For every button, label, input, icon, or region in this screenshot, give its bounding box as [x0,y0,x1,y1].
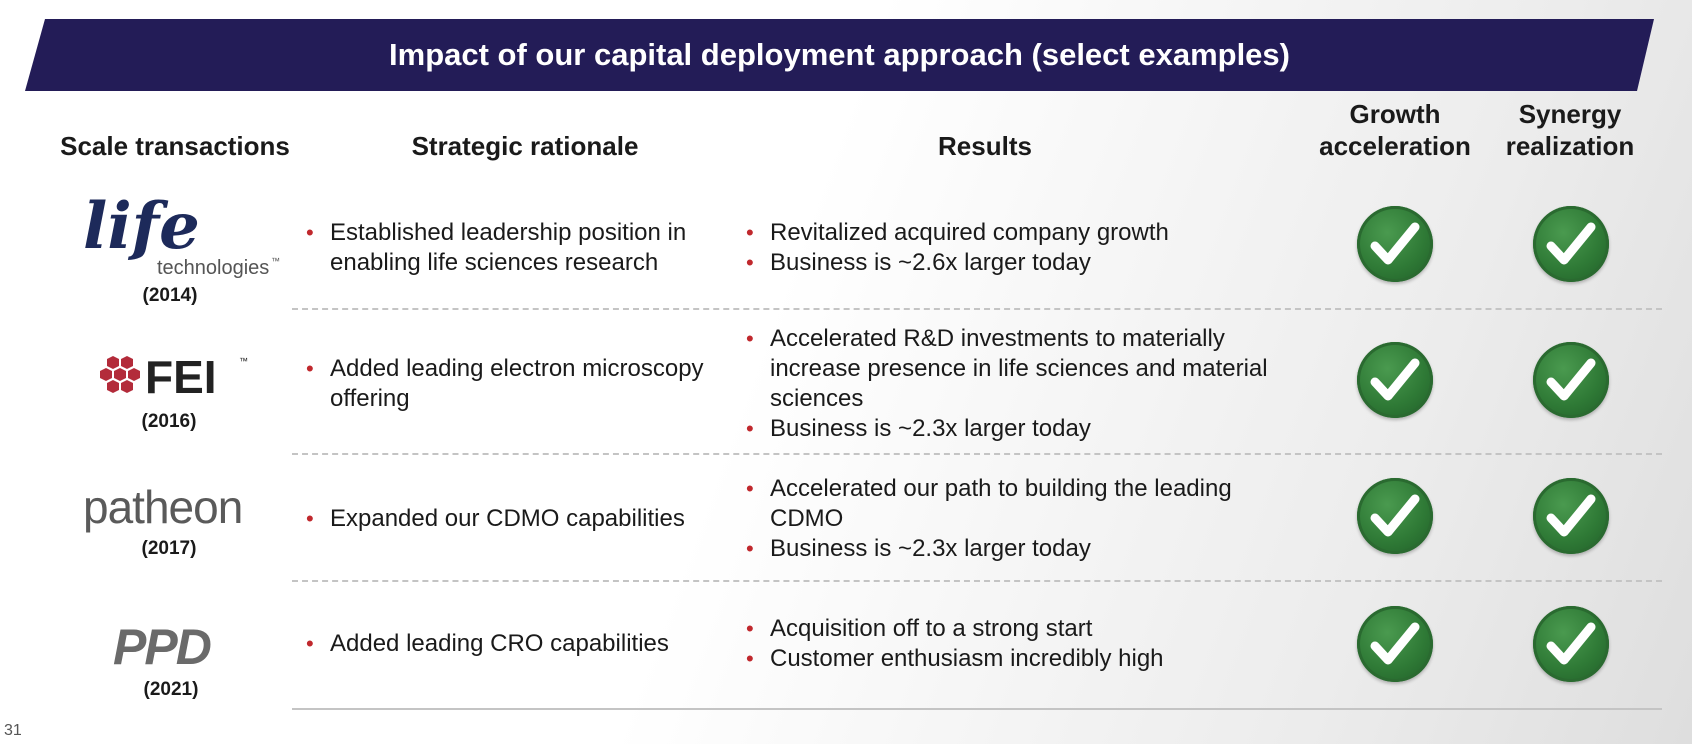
results-list: Accelerated R&D investments to materiall… [744,324,1304,444]
title-banner: Impact of our capital deployment approac… [25,19,1654,91]
logo-fei: FEI ™ (2016) [60,350,290,433]
synergy-check-icon [1533,342,1609,418]
page-number: 31 [4,722,22,739]
rationale-list: Expanded our CDMO capabilities [304,504,744,534]
svg-text:PPD: PPD [113,622,211,672]
table-bottom-line [292,708,1662,710]
rationale-list: Added leading electron microscopy offeri… [304,354,744,414]
list-item: Acquisition off to a strong start [744,614,1304,644]
svg-text:technologies: technologies [157,257,269,279]
column-header-growth-line2: acceleration [1319,131,1471,161]
rationale-list: Established leadership position in enabl… [304,218,724,278]
column-header-synergy-line2: realization [1505,131,1635,161]
ppd-logo: PPD [113,619,213,675]
list-item: Business is ~2.6x larger today [744,248,1304,278]
list-item: Accelerated R&D investments to materiall… [744,324,1304,414]
growth-check-icon [1357,342,1433,418]
column-header-synergy-line1: Synergy [1518,99,1622,129]
results-list: Revitalized acquired company growth Busi… [744,218,1304,278]
table-row: PPD (2021) Added leading CRO capabilitie… [0,582,1692,708]
list-item: Revitalized acquired company growth [744,218,1304,248]
list-item: Customer enthusiasm incredibly high [744,644,1304,674]
patheon-logo: patheon [83,481,243,533]
table-row: life technologies ™ (2014) Established l… [0,180,1692,310]
year-label: (2017) [141,538,197,559]
list-item: Expanded our CDMO capabilities [304,504,744,534]
synergy-check-icon [1533,478,1609,554]
svg-text:life: life [83,189,200,264]
growth-check-icon [1357,606,1433,682]
synergy-check-icon [1533,606,1609,682]
svg-text:™: ™ [239,356,248,366]
synergy-check-icon [1533,206,1609,282]
list-item: Added leading electron microscopy offeri… [304,354,744,414]
year-label: (2014) [142,285,198,306]
column-header-growth: Growth acceleration [1300,98,1490,162]
row-divider [292,580,1662,582]
list-item: Business is ~2.3x larger today [744,414,1304,444]
list-item: Added leading CRO capabilities [304,629,744,659]
list-item: Established leadership position in enabl… [304,218,724,278]
svg-text:patheon: patheon [83,483,242,533]
fei-logo: FEI ™ [100,351,248,403]
rationale-list: Added leading CRO capabilities [304,629,744,659]
results-list: Accelerated our path to building the lea… [744,474,1264,564]
list-item: Business is ~2.3x larger today [744,534,1264,564]
logo-ppd: PPD (2021) [60,619,290,701]
table-row: patheon (2017) Expanded our CDMO capabil… [0,455,1692,581]
page-title: Impact of our capital deployment approac… [389,37,1290,72]
logo-life-technologies: life technologies ™ (2014) [60,180,290,307]
column-header-results: Results [938,131,1032,161]
svg-text:FEI: FEI [145,351,217,403]
column-header-rationale: Strategic rationale [411,131,639,161]
row-divider [292,453,1662,455]
year-label: (2016) [141,411,197,432]
column-header-synergy: Synergy realization [1480,98,1660,162]
life-technologies-logo: life technologies ™ [83,189,280,279]
column-header-scale: Scale transactions [60,131,290,161]
year-label: (2021) [143,679,199,700]
results-list: Acquisition off to a strong start Custom… [744,614,1304,674]
growth-check-icon [1357,206,1433,282]
svg-text:™: ™ [271,256,280,266]
growth-check-icon [1357,478,1433,554]
row-divider [292,308,1662,310]
list-item: Accelerated our path to building the lea… [744,474,1264,534]
column-header-growth-line1: Growth [1349,99,1441,129]
table-row: FEI ™ (2016) Added leading electron micr… [0,310,1692,454]
logo-patheon: patheon (2017) [60,481,290,560]
